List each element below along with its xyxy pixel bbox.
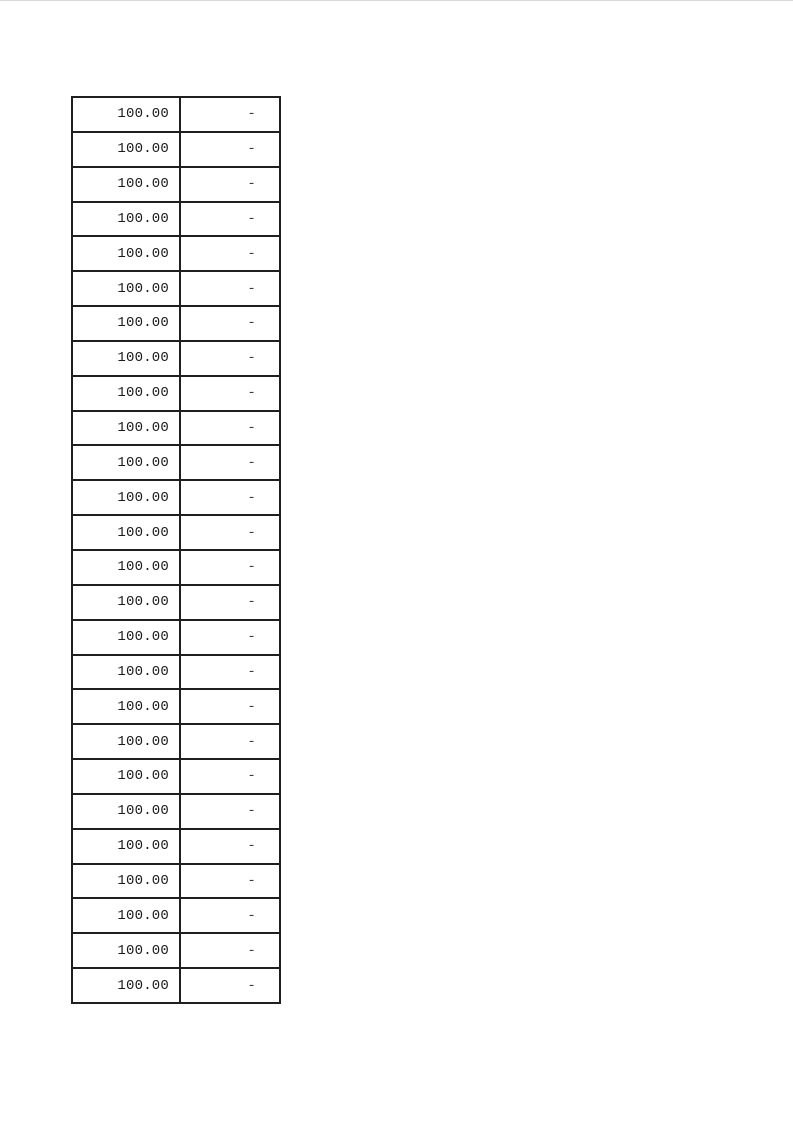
table-row: 100.00 - — [73, 132, 279, 168]
value-cell: - — [247, 350, 256, 367]
amount-cell: 100.00 — [73, 690, 181, 724]
data-table: 100.00 - 100.00 - 100.00 - 100.00 - 100.… — [71, 96, 281, 1004]
table-row: 100.00 - — [73, 307, 279, 342]
amount-cell: 100.00 — [73, 237, 181, 271]
value-cell: - — [247, 106, 256, 123]
value-cell: - — [247, 420, 256, 437]
table-row: 100.00 - — [73, 899, 279, 935]
value-cell: - — [247, 768, 256, 785]
value-cell: - — [247, 977, 256, 994]
table-row: 100.00 - — [73, 167, 279, 203]
amount-cell: 100.00 — [73, 272, 181, 306]
value-cell: - — [247, 838, 256, 855]
value-cell: - — [247, 559, 256, 576]
amount-cell: 100.00 — [73, 202, 181, 236]
value-cell: - — [247, 141, 256, 158]
amount-cell: 100.00 — [73, 341, 181, 375]
amount-cell: 100.00 — [73, 516, 181, 549]
table-row: 100.00 - — [73, 725, 279, 761]
table-row: 100.00 - — [73, 969, 279, 1002]
amount-cell: 100.00 — [73, 411, 181, 445]
table-row: 100.00 - — [73, 341, 279, 377]
amount-cell: 100.00 — [73, 620, 181, 654]
table-row: 100.00 - — [73, 202, 279, 238]
table-row: 100.00 - — [73, 620, 279, 656]
value-cell: - — [247, 315, 256, 332]
table-row: 100.00 - — [73, 516, 279, 551]
amount-cell: 100.00 — [73, 864, 181, 898]
value-cell: - — [247, 872, 256, 889]
amount-cell: 100.00 — [73, 98, 181, 131]
amount-cell: 100.00 — [73, 446, 181, 480]
value-cell: - — [247, 524, 256, 541]
table-row: 100.00 - — [73, 864, 279, 900]
value-cell: - — [247, 698, 256, 715]
table-row: 100.00 - — [73, 446, 279, 482]
amount-cell: 100.00 — [73, 167, 181, 201]
table-row: 100.00 - — [73, 376, 279, 412]
table-row: 100.00 - — [73, 550, 279, 586]
value-cell: - — [247, 280, 256, 297]
value-cell: - — [247, 176, 256, 193]
value-cell: - — [247, 942, 256, 959]
value-cell: - — [247, 594, 256, 611]
table-row: 100.00 - — [73, 585, 279, 621]
amount-cell: 100.00 — [73, 376, 181, 410]
value-cell: - — [247, 245, 256, 262]
amount-cell: 100.00 — [73, 934, 181, 968]
table-row: 100.00 - — [73, 411, 279, 447]
value-cell: - — [247, 210, 256, 227]
amount-cell: 100.00 — [73, 132, 181, 166]
amount-cell: 100.00 — [73, 655, 181, 689]
amount-cell: 100.00 — [73, 899, 181, 933]
amount-cell: 100.00 — [73, 760, 181, 793]
amount-cell: 100.00 — [73, 969, 181, 1002]
value-cell: - — [247, 489, 256, 506]
table-row: 100.00 - — [73, 829, 279, 865]
value-cell: - — [247, 907, 256, 924]
amount-cell: 100.00 — [73, 829, 181, 863]
amount-cell: 100.00 — [73, 794, 181, 828]
amount-cell: 100.00 — [73, 550, 181, 584]
value-cell: - — [247, 733, 256, 750]
value-cell: - — [247, 385, 256, 402]
amount-cell: 100.00 — [73, 307, 181, 340]
table-row: 100.00 - — [73, 760, 279, 795]
table-row: 100.00 - — [73, 690, 279, 726]
table-row: 100.00 - — [73, 794, 279, 830]
value-cell: - — [247, 663, 256, 680]
table-row: 100.00 - — [73, 655, 279, 691]
table-row: 100.00 - — [73, 481, 279, 517]
table-row: 100.00 - — [73, 237, 279, 273]
amount-cell: 100.00 — [73, 585, 181, 619]
table-body: 100.00 - 100.00 - 100.00 - 100.00 - 100.… — [73, 98, 279, 1002]
value-cell: - — [247, 629, 256, 646]
page-top-edge-line — [0, 0, 793, 1]
amount-cell: 100.00 — [73, 481, 181, 515]
amount-cell: 100.00 — [73, 725, 181, 759]
value-cell: - — [247, 454, 256, 471]
table-row: 100.00 - — [73, 272, 279, 308]
value-cell: - — [247, 803, 256, 820]
table-row: 100.00 - — [73, 98, 279, 133]
table-row: 100.00 - — [73, 934, 279, 970]
